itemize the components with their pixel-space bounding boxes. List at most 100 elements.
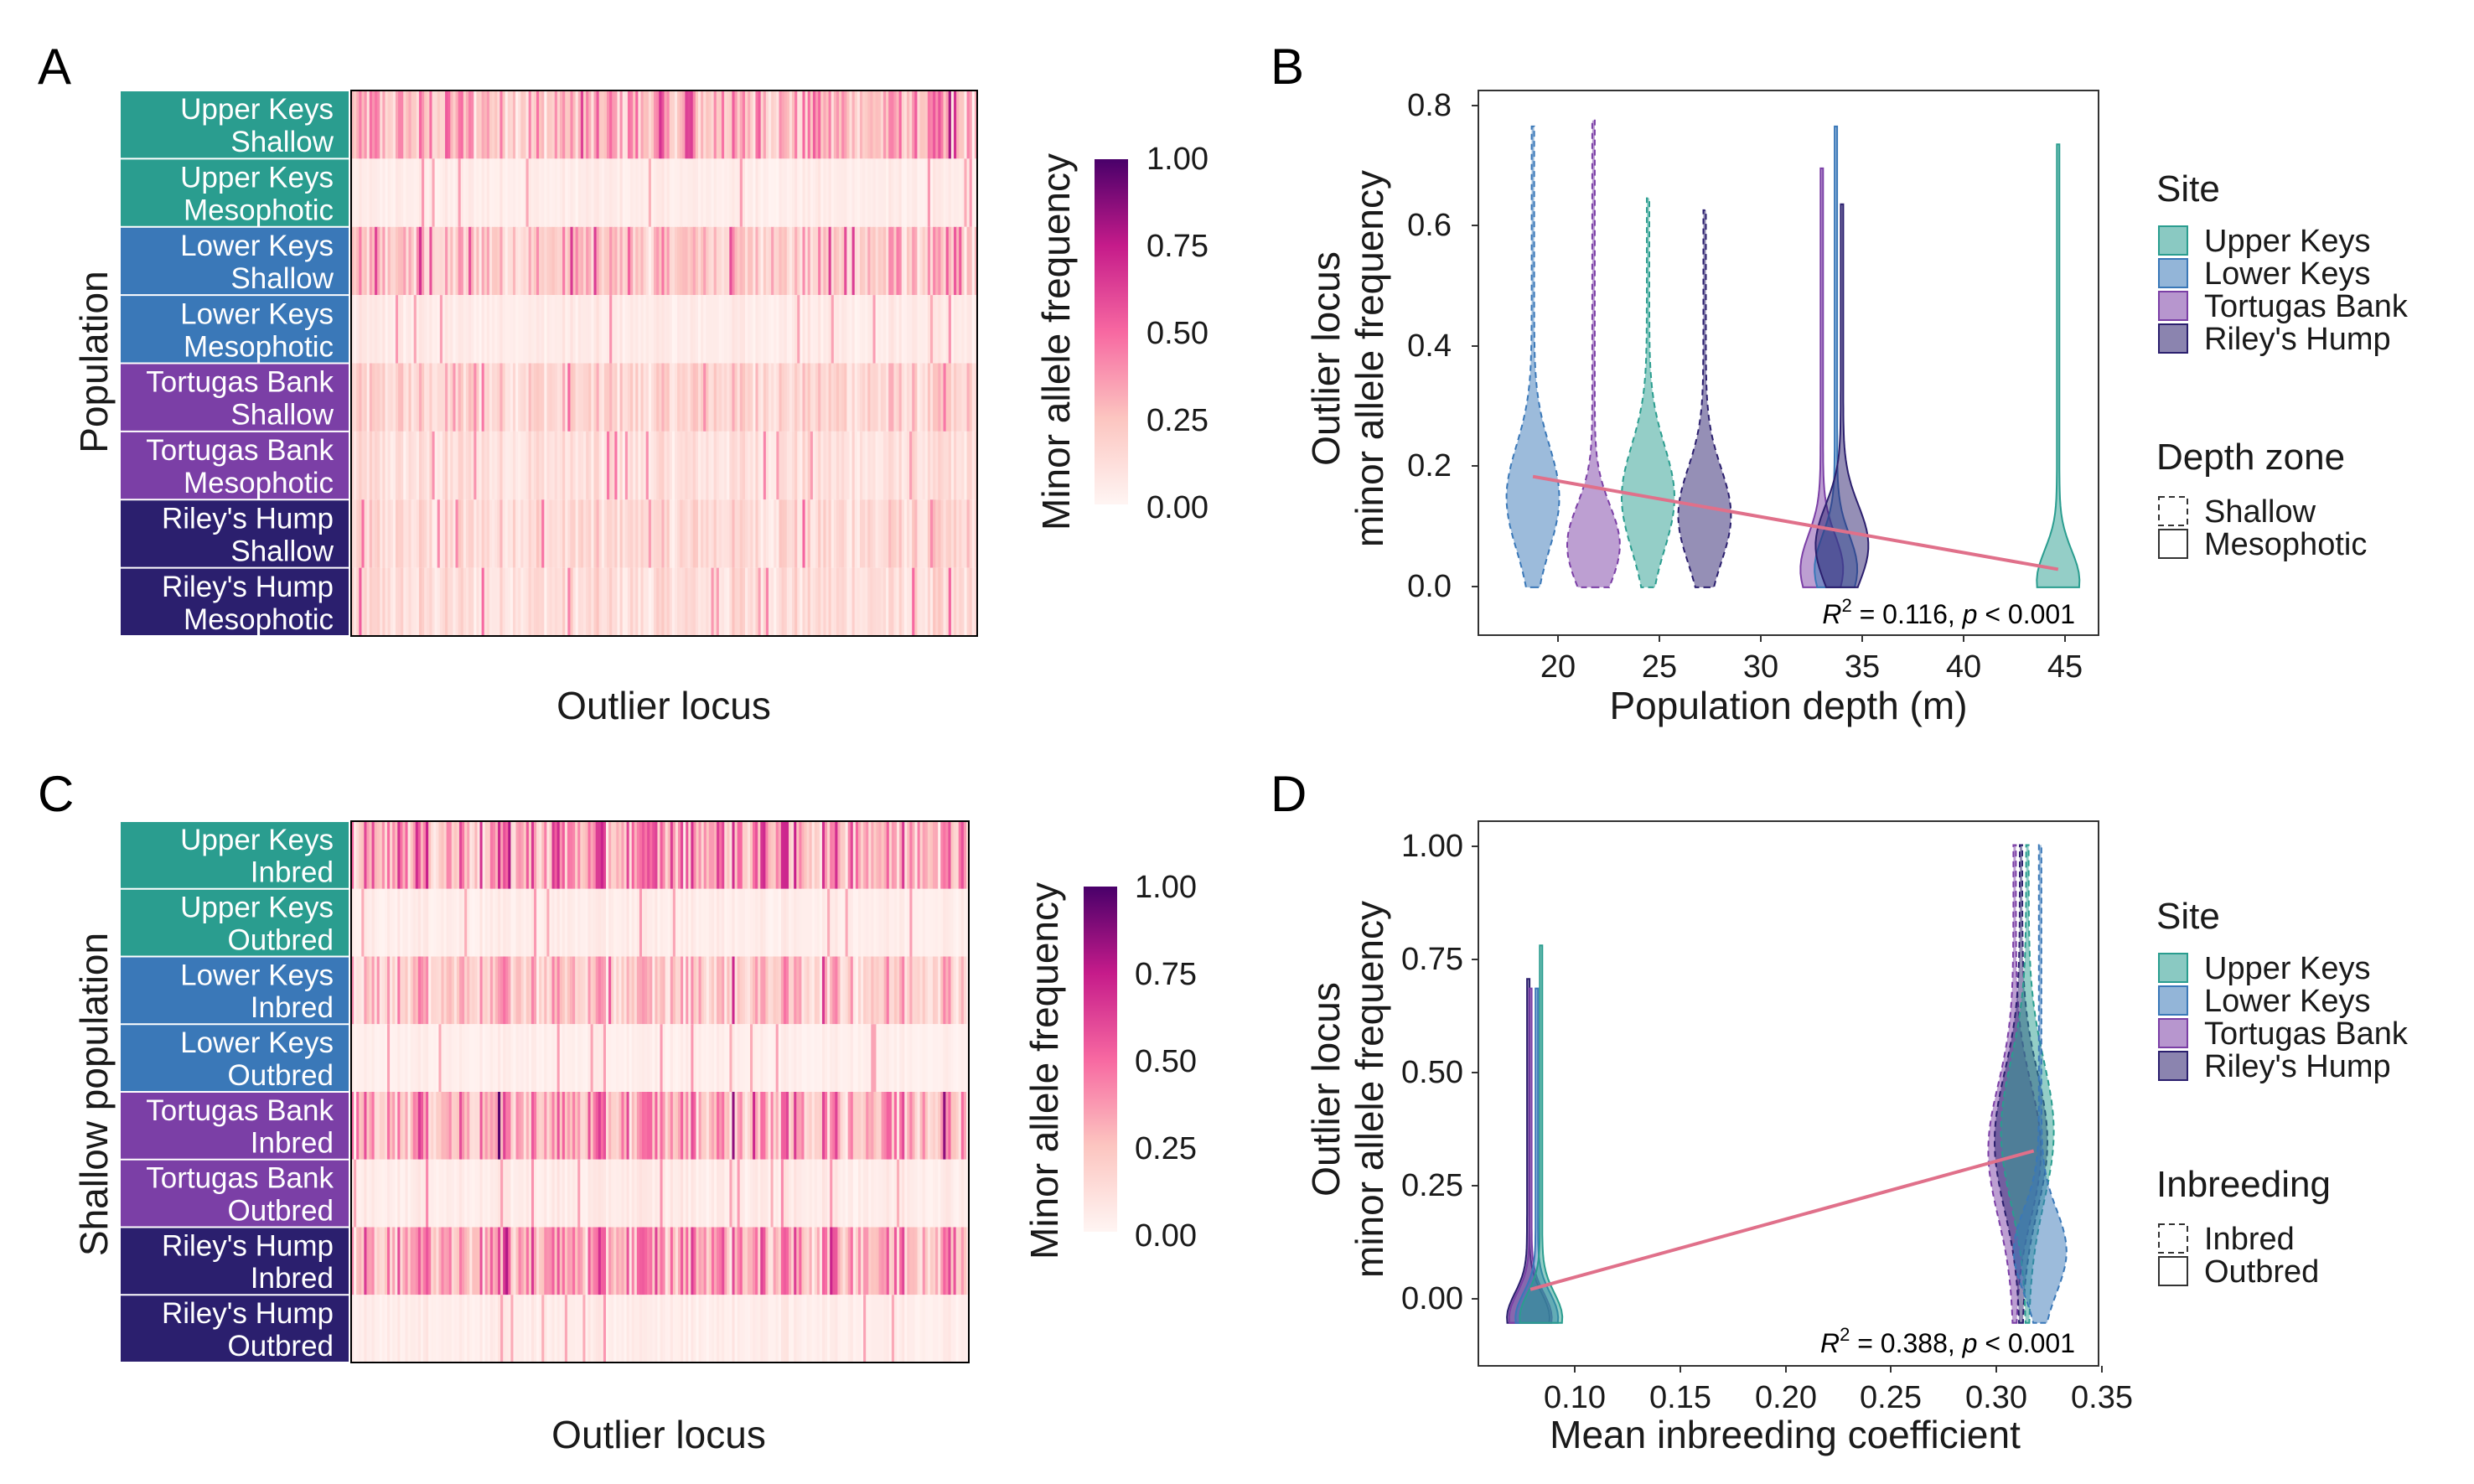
heatmap-cell (442, 363, 446, 432)
heatmap-cell (904, 821, 908, 889)
heatmap-cell (510, 1159, 515, 1228)
heatmap-cell (888, 1092, 893, 1160)
heatmap-cell (958, 1295, 962, 1362)
heatmap-cell (531, 158, 535, 227)
heatmap-cell (403, 295, 406, 364)
heatmap-cell (855, 1227, 859, 1295)
heatmap-cell (727, 1295, 731, 1362)
heatmap-cell (929, 363, 934, 432)
heatmap-cell (840, 821, 844, 889)
heatmap-cell (850, 821, 854, 889)
heatmap-cell (525, 90, 530, 159)
heatmap-cell (458, 1024, 463, 1092)
heatmap-cell (935, 1295, 939, 1362)
heatmap-cell (464, 888, 468, 957)
heatmap-cell (794, 90, 798, 159)
heatmap-cell (691, 1092, 695, 1160)
heatmap-cell (778, 1295, 782, 1362)
heatmap-cell (876, 888, 880, 957)
heatmap-cell (479, 499, 483, 568)
heatmap-cell (784, 431, 788, 500)
heatmap-cell (721, 499, 725, 568)
heatmap-cell (914, 90, 919, 159)
heatmap-cell (619, 499, 624, 568)
heatmap-cell (645, 567, 650, 637)
heatmap-cell (428, 1227, 432, 1295)
heatmap-cell (852, 1295, 857, 1362)
heatmap-cell (785, 1227, 789, 1295)
heatmap-cell (580, 956, 583, 1025)
heatmap-cell (624, 226, 629, 296)
heatmap-cell (814, 1159, 818, 1228)
heatmap-cell (796, 1092, 800, 1160)
heatmap-cell (560, 295, 563, 364)
heatmap-cell (836, 226, 840, 296)
heatmap-cell (971, 567, 976, 637)
heatmap-cell (627, 499, 631, 568)
heatmap-cell (544, 1295, 547, 1362)
heatmap-cell (898, 158, 903, 227)
heatmap-cell (500, 956, 504, 1025)
heatmap-cell (671, 567, 675, 637)
heatmap-cell (477, 1227, 481, 1295)
heatmap-cell (418, 567, 422, 637)
heatmap-cell (938, 363, 942, 432)
heatmap-cell (591, 295, 595, 364)
heatmap-cell (708, 956, 712, 1025)
heatmap-cell (453, 567, 457, 637)
heatmap-cell (950, 1092, 955, 1160)
panel-c: C Shallow population Upper KeysInbredUpp… (38, 766, 1197, 1456)
heatmap-cell (940, 821, 944, 889)
heatmap-cell (455, 499, 459, 568)
heatmap-cell (379, 1295, 383, 1362)
heatmap-cell (634, 1227, 638, 1295)
heatmap-cell (498, 956, 501, 1025)
heatmap-cell (351, 158, 355, 227)
heatmap-cell (650, 567, 655, 637)
heatmap-cell (634, 1159, 638, 1228)
heatmap-cell (698, 1092, 702, 1160)
heatmap-cell (586, 567, 589, 637)
heatmap-cell (847, 1159, 851, 1228)
heatmap-cell (492, 226, 495, 296)
heatmap-cell (734, 499, 738, 568)
heatmap-cell (854, 226, 858, 296)
heatmap-cell (441, 888, 445, 957)
heatmap-cell (554, 363, 558, 432)
heatmap-row-riley-s-hump-shallow (351, 499, 978, 568)
heatmap-cell (560, 226, 563, 296)
heatmap-cell (502, 295, 506, 364)
heatmap-cell (760, 158, 764, 227)
heatmap-cell (783, 1092, 787, 1160)
heatmap-cell (465, 295, 469, 364)
heatmap-cell (443, 956, 448, 1025)
heatmap-cell (724, 90, 727, 159)
heatmap-cell (833, 363, 837, 432)
b-ytick-06: 0.6 (1407, 208, 1452, 243)
heatmap-cell (806, 821, 810, 889)
heatmap-cell (836, 431, 840, 500)
heatmap-cell (747, 1295, 751, 1362)
heatmap-cell (825, 1227, 828, 1295)
heatmap-cell (792, 567, 795, 637)
row-label-bg-upper-keys-inbred (121, 822, 349, 888)
heatmap-cell (525, 888, 530, 957)
panel-d-y-axis-title-2: minor allele frequency (1348, 901, 1391, 1278)
heatmap-cell (737, 90, 741, 159)
heatmap-cell (494, 431, 498, 500)
heatmap-cell (634, 1295, 638, 1362)
heatmap-cell (595, 1295, 599, 1362)
heatmap-cell (811, 1159, 815, 1228)
heatmap-cell (971, 226, 976, 296)
heatmap-cell (753, 1024, 756, 1092)
heatmap-cell (386, 1024, 391, 1092)
heatmap-cell (481, 431, 485, 500)
heatmap-cell (695, 363, 699, 432)
heatmap-cell (598, 888, 602, 957)
heatmap-cell (660, 821, 664, 889)
heatmap-cell (455, 363, 459, 432)
heatmap-cell (845, 1092, 849, 1160)
heatmap-cell (556, 1227, 561, 1295)
heatmap-cell (701, 956, 705, 1025)
